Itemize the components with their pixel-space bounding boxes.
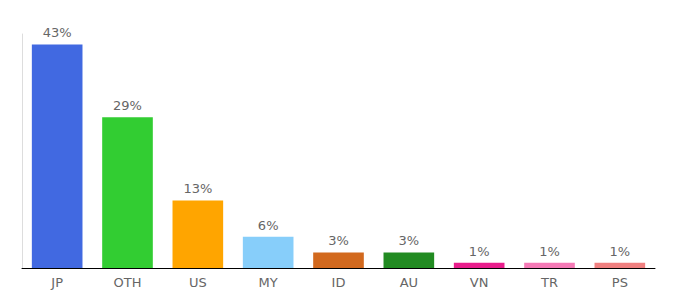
svg-text:MY: MY <box>259 275 278 290</box>
svg-text:OTH: OTH <box>114 275 142 290</box>
svg-text:VN: VN <box>470 275 489 290</box>
svg-text:3%: 3% <box>328 233 349 248</box>
svg-text:1%: 1% <box>469 244 490 259</box>
svg-text:13%: 13% <box>183 181 212 196</box>
svg-text:6%: 6% <box>258 218 279 233</box>
svg-text:PS: PS <box>612 275 628 290</box>
svg-text:ID: ID <box>332 275 346 290</box>
svg-text:US: US <box>189 275 207 290</box>
svg-text:43%: 43% <box>43 25 72 40</box>
svg-text:1%: 1% <box>610 244 631 259</box>
svg-text:AU: AU <box>400 275 418 290</box>
svg-text:JP: JP <box>50 275 63 290</box>
svg-text:1%: 1% <box>539 244 560 259</box>
svg-text:TR: TR <box>540 275 558 290</box>
svg-text:3%: 3% <box>399 233 420 248</box>
svg-text:29%: 29% <box>113 98 142 113</box>
